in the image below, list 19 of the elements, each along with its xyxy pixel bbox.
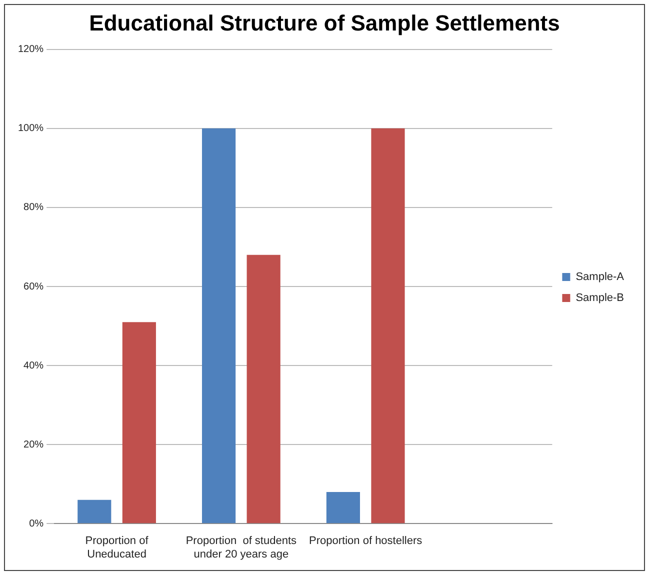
bar bbox=[371, 128, 405, 524]
x-tick-label: Proportion of Uneducated bbox=[85, 535, 150, 560]
bar bbox=[326, 492, 360, 524]
chart-title: Educational Structure of Sample Settlements bbox=[89, 10, 560, 36]
y-tick-label: 100% bbox=[18, 123, 44, 134]
bar bbox=[78, 500, 112, 524]
y-tick-label: 80% bbox=[24, 202, 44, 214]
y-tick-label: 60% bbox=[24, 281, 44, 292]
y-tick-label: 120% bbox=[18, 44, 44, 56]
bar bbox=[122, 322, 156, 524]
legend-label: Sample-B bbox=[576, 292, 624, 304]
bar bbox=[246, 254, 280, 524]
x-tick-label: Proportion of hostellers bbox=[309, 535, 423, 548]
legend-label: Sample-A bbox=[576, 271, 625, 284]
bar bbox=[202, 128, 236, 524]
x-tick-label: Proportion of students under 20 years age bbox=[186, 535, 298, 560]
y-tick-label: 40% bbox=[24, 360, 44, 372]
y-tick-label: 0% bbox=[29, 518, 44, 530]
y-tick-label: 20% bbox=[24, 439, 44, 450]
